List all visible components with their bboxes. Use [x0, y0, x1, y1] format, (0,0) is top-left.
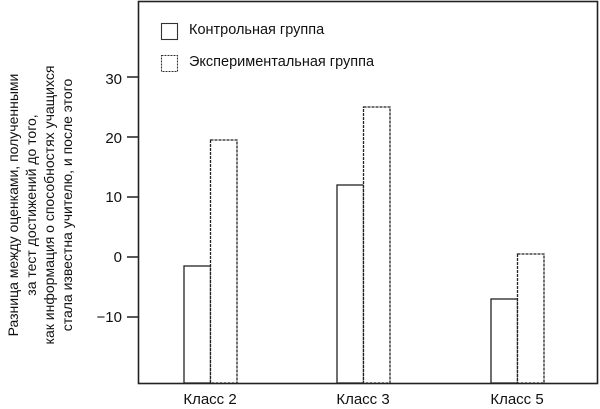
y-axis-label: Разница между оценками, полученными за т…	[5, 65, 75, 345]
bar-control	[490, 298, 519, 384]
bar-control	[183, 265, 212, 384]
y-tick-label-minus10: −10	[96, 309, 122, 326]
y-tick-label-10: 10	[105, 189, 122, 206]
x-tick-label-class3: Класс 3	[336, 391, 390, 408]
bar-experimental	[362, 106, 391, 384]
y-axis-label-container: Разница между оценками, полученными за т…	[0, 0, 80, 409]
y-tick-label-20: 20	[105, 130, 122, 147]
x-tick-label-class2: Класс 2	[183, 391, 237, 408]
bar-experimental	[516, 253, 545, 384]
legend-swatch-experimental	[160, 54, 179, 73]
x-tick-label-class5: Класс 5	[490, 391, 544, 408]
bar-control	[336, 184, 365, 384]
y-tick-label-0: 0	[113, 249, 122, 266]
y-axis-ticks	[127, 76, 139, 318]
legend-swatch-control	[160, 22, 179, 41]
legend-label-experimental: Экспериментальная группа	[189, 54, 375, 70]
y-tick-label-30: 30	[105, 71, 122, 88]
bar-experimental	[209, 139, 238, 384]
legend-label-control: Контрольная группа	[189, 22, 325, 38]
bars	[183, 106, 545, 384]
